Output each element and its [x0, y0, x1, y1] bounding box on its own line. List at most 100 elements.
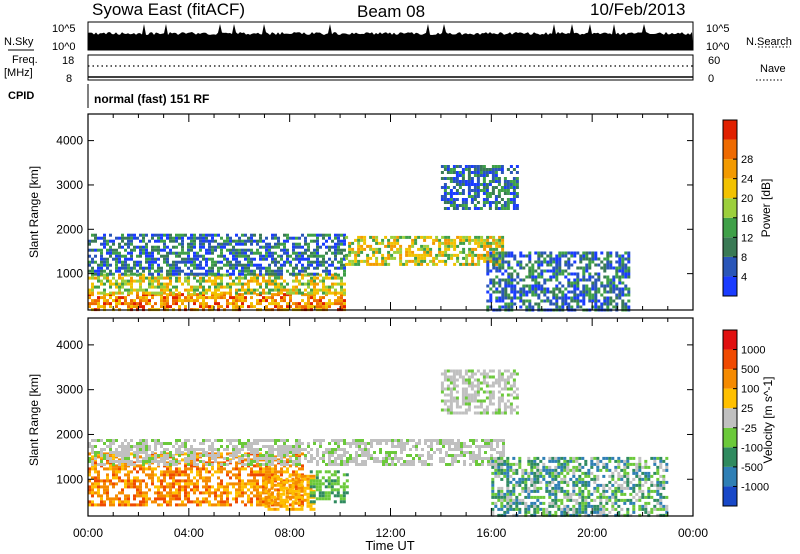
range-gate-cell — [328, 285, 331, 289]
range-gate-cell — [295, 305, 298, 309]
range-gate-cell — [181, 299, 184, 303]
range-gate-cell — [268, 288, 271, 292]
range-gate-cell — [500, 501, 504, 505]
range-gate-cell — [360, 247, 364, 251]
range-gate-cell — [106, 454, 109, 457]
range-gate-cell — [223, 239, 226, 243]
range-gate-cell — [342, 491, 346, 495]
range-gate-cell — [133, 236, 136, 240]
range-gate-cell — [355, 439, 358, 442]
range-gate-cell — [163, 485, 166, 489]
range-gate-cell — [324, 491, 328, 495]
range-gate-cell — [494, 168, 498, 171]
range-gate-cell — [594, 299, 598, 303]
range-gate-cell — [334, 442, 337, 445]
range-gate-cell — [288, 483, 292, 487]
range-gate-cell — [509, 198, 513, 201]
range-gate-cell — [286, 282, 289, 286]
range-gate-cell — [570, 263, 574, 267]
range-gate-cell — [429, 259, 433, 263]
range-gate-cell — [301, 254, 304, 258]
range-gate-cell — [274, 479, 277, 483]
range-gate-cell — [292, 288, 295, 292]
range-gate-cell — [540, 275, 544, 279]
range-gate-cell — [510, 290, 514, 294]
range-gate-cell — [309, 474, 313, 478]
range-gate-cell — [379, 460, 382, 463]
range-gate-cell — [178, 439, 181, 442]
range-gate-cell — [346, 442, 349, 445]
range-gate-cell — [345, 235, 349, 239]
range-gate-cell — [235, 239, 238, 243]
range-gate-cell — [325, 276, 328, 280]
range-gate-cell — [229, 288, 232, 292]
range-gate-cell — [503, 405, 507, 409]
range-gate-cell — [432, 262, 436, 266]
range-gate-cell — [500, 204, 504, 207]
range-gate-cell — [506, 204, 510, 207]
range-gate-cell — [457, 442, 460, 445]
range-gate-cell — [217, 482, 220, 486]
range-gate-cell — [217, 439, 220, 442]
range-gate-cell — [109, 457, 112, 460]
range-gate-cell — [166, 254, 169, 258]
range-gate-cell — [271, 279, 274, 283]
range-gate-cell — [442, 442, 445, 445]
range-gate-cell — [217, 470, 220, 474]
range-gate-cell — [175, 245, 178, 249]
range-gate-cell — [582, 293, 586, 297]
range-gate-cell — [488, 180, 492, 183]
range-gate-cell — [193, 263, 196, 267]
range-gate-cell — [262, 476, 265, 480]
range-gate-cell — [217, 451, 220, 454]
range-gate-cell — [327, 497, 331, 501]
colorbar-tick-label: 24 — [741, 174, 753, 186]
range-gate-cell — [115, 473, 118, 477]
range-gate-cell — [286, 236, 289, 240]
range-gate-cell — [148, 476, 151, 480]
range-gate-cell — [618, 269, 622, 273]
range-gate-cell — [283, 463, 286, 466]
range-gate-cell — [319, 233, 322, 237]
range-gate-cell — [464, 399, 468, 403]
range-gate-cell — [91, 302, 94, 306]
range-gate-cell — [253, 276, 256, 280]
range-gate-cell — [190, 257, 193, 261]
range-gate-cell — [226, 263, 229, 267]
range-gate-cell — [429, 250, 433, 254]
range-gate-cell — [531, 266, 535, 270]
range-gate-cell — [196, 473, 199, 477]
range-gate-cell — [501, 266, 505, 270]
range-gate-cell — [627, 290, 631, 294]
range-gate-cell — [211, 503, 214, 507]
range-gate-cell — [304, 302, 307, 306]
range-gate-cell — [292, 272, 295, 276]
range-gate-cell — [449, 180, 453, 183]
range-gate-cell — [612, 281, 616, 285]
range-gate-cell — [497, 408, 501, 412]
range-gate-cell — [130, 288, 133, 292]
range-gate-cell — [512, 456, 516, 460]
range-gate-cell — [262, 467, 265, 471]
range-gate-cell — [515, 387, 519, 391]
range-gate-cell — [121, 272, 124, 276]
range-gate-cell — [244, 454, 247, 457]
range-gate-cell — [555, 302, 559, 306]
range-gate-cell — [184, 445, 187, 448]
range-gate-cell — [181, 488, 184, 492]
range-gate-cell — [232, 266, 235, 270]
range-gate-cell — [115, 439, 118, 442]
range-gate-cell — [211, 305, 214, 309]
range-gate-cell — [509, 180, 513, 183]
range-gate-cell — [521, 480, 525, 484]
range-gate-cell — [298, 460, 301, 463]
range-gate-cell — [250, 291, 253, 295]
range-gate-cell — [247, 463, 250, 466]
range-gate-cell — [497, 168, 501, 171]
range-gate-cell — [133, 482, 136, 486]
range-gate-cell — [387, 238, 391, 242]
range-gate-cell — [166, 467, 169, 471]
range-gate-cell — [498, 305, 502, 309]
range-gate-cell — [521, 489, 525, 493]
range-gate-cell — [163, 291, 166, 295]
